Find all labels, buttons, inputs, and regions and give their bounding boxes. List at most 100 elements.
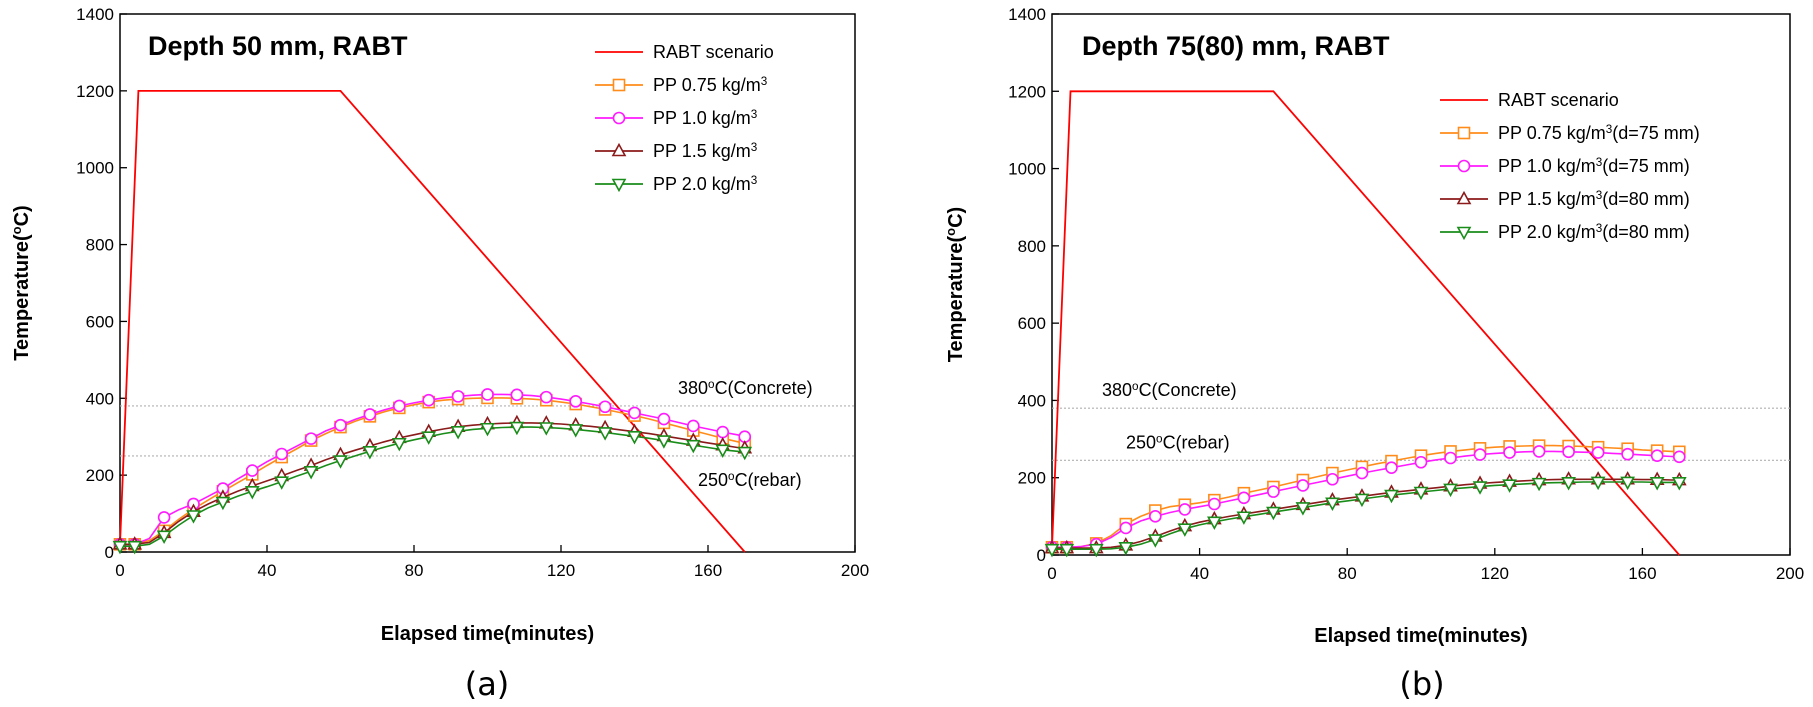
series-point-pp10 [1591,446,1605,459]
legend-entry-pp075-sup: 3 [1606,123,1613,136]
y-tick-label: 0 [105,543,114,562]
legend-entry-rabt: RABT scenario [653,42,774,62]
series-point-pp20 [1443,483,1458,498]
series-point-pp10 [1650,449,1664,462]
series-point-pp20 [1531,477,1547,492]
x-axis-label: Elapsed time(minutes) [381,623,594,645]
legend-marker-pp10 [612,111,626,125]
series-point-pp20 [715,444,731,458]
legend-entry-pp15-post: (d=80 mm) [1602,189,1690,209]
series-point-pp10 [1208,497,1221,511]
y-tick-label: 1400 [1008,5,1046,24]
series-point-pp10 [304,432,318,445]
series-point-pp10 [422,393,436,407]
panel-label: (a) [465,665,510,703]
reference-label-1-post: C(rebar) [1163,432,1230,452]
reference-label-1-text: 250 [1126,432,1156,452]
series-point-pp20 [274,476,290,490]
series-point-pp10 [1149,510,1162,523]
reference-label-0-post: C(Concrete) [1139,380,1237,400]
series-point-pp20 [1561,477,1576,491]
y-axis-label-end: C) [11,205,33,226]
x-tick-label: 200 [841,561,869,580]
x-tick-label: 0 [115,561,124,580]
legend-marker-pp15 [611,142,627,157]
series-point-pp20 [1207,516,1222,530]
series-point-pp10 [1267,485,1280,498]
legend-entry-pp10: PP 1.0 kg/m3(d=75 mm) [1498,156,1690,177]
series-line-pp10 [120,393,745,546]
series-point-pp20 [737,446,753,461]
panel-label: (b) [1399,665,1444,703]
series-point-pp20 [1118,541,1134,556]
series-pp20 [1044,476,1687,558]
series-point-pp20 [156,530,172,545]
series-point-pp10 [1503,446,1516,459]
series-point-pp20 [421,431,437,445]
y-axis-label-base: Temperature( [945,236,967,363]
series-point-pp20 [480,422,495,437]
y-tick-label: 1000 [1008,160,1046,179]
y-tick-label: 1400 [76,5,114,24]
series-line-rabt [1051,90,1680,556]
series-point-pp20 [1649,477,1665,491]
legend-marker-pp10 [1457,159,1471,173]
series-point-pp20 [1502,479,1517,493]
legend-entry-pp15: PP 1.5 kg/m3(d=80 mm) [1498,189,1690,210]
reference-label-1-post: C(rebar) [735,470,802,490]
legend-marker-pp20 [1456,226,1472,241]
series-point-pp10 [1414,455,1428,469]
series-point-pp10 [392,399,406,413]
series-point-pp20 [362,446,378,460]
series-point-pp20 [1295,502,1311,516]
x-tick-label: 80 [1338,564,1357,583]
legend-entry-pp20-text: PP 2.0 kg/m [653,174,751,194]
y-tick-label: 600 [1018,314,1046,333]
legend-marker-pp20 [611,178,627,193]
reference-label-0-text: 380 [1102,380,1132,400]
series-point-pp20 [1472,481,1488,495]
reference-label-0: 380oC(Concrete) [678,377,813,398]
series-point-pp10 [510,388,524,402]
legend-marker-pp075 [1457,126,1471,140]
series-point-pp10 [1355,466,1369,480]
y-tick-label: 200 [86,466,114,485]
series-point-pp20 [1620,476,1635,491]
legend-entry-pp075-text: PP 0.75 kg/m [653,75,761,95]
y-tick-label: 800 [86,236,114,255]
reference-label-0-text: 380 [678,378,708,398]
reference-label-0: 380oC(Concrete) [1102,380,1237,401]
plot-frame [1051,13,1791,556]
series-point-pp10 [481,388,494,401]
y-tick-label: 400 [86,389,114,408]
series-point-pp20 [1590,476,1606,491]
series-point-pp10 [1296,479,1310,492]
legend-entry-pp15-text: PP 1.5 kg/m [653,141,751,161]
legend-marker-pp075 [612,78,626,92]
legend-entry-rabt-text: RABT scenario [653,42,774,62]
legend-entry-pp20-text: PP 2.0 kg/m [1498,222,1596,242]
series-point-pp10 [363,408,377,421]
series-point-pp20 [1413,486,1429,501]
legend-entry-pp15-sup: 3 [1596,189,1603,202]
legend-entry-rabt: RABT scenario [1498,90,1619,110]
series-pp20 [112,421,753,555]
series-point-pp20 [186,510,201,524]
legend-entry-pp20: PP 2.0 kg/m3(d=80 mm) [1498,222,1690,243]
legend-marker-pp15 [1456,190,1472,205]
series-point-pp10 [157,511,171,524]
reference-label-1-sup: o [1156,432,1163,445]
y-tick-label: 1200 [76,82,114,101]
series-point-pp10 [451,390,465,403]
series-point-pp10 [657,412,671,426]
reference-label-1-sup: o [728,469,735,482]
x-tick-label: 160 [1628,564,1656,583]
series-point-pp10 [1385,461,1398,474]
series-point-pp10 [1119,521,1133,535]
x-tick-label: 120 [547,561,575,580]
series-pp15 [1044,471,1687,554]
x-tick-label: 120 [1481,564,1509,583]
legend-entry-pp15: PP 1.5 kg/m3 [653,141,757,162]
x-tick-label: 200 [1776,564,1804,583]
